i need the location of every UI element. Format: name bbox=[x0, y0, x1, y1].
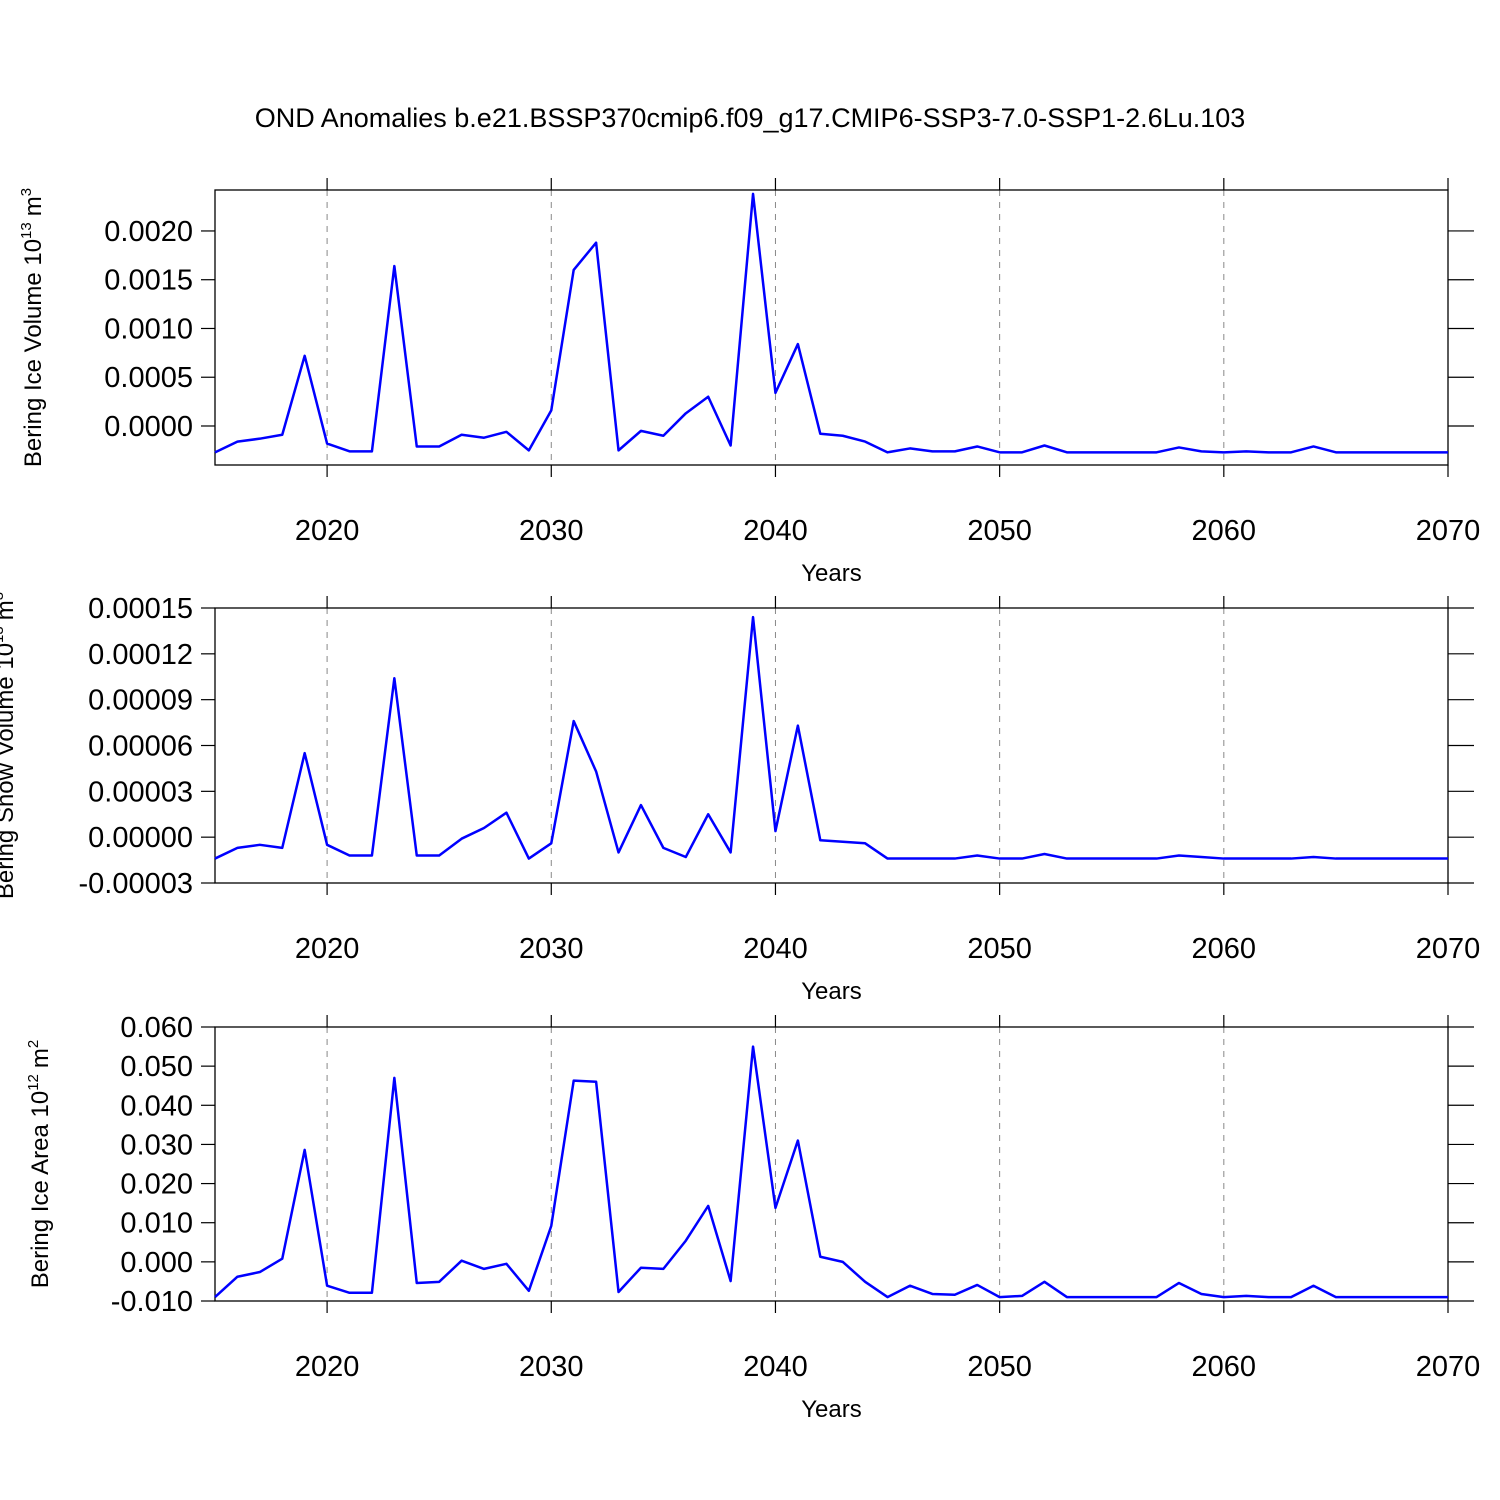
x-tick-label: 2060 bbox=[1192, 933, 1257, 965]
y-tick-label: 0.050 bbox=[120, 1051, 193, 1083]
y-tick-label: 0.00009 bbox=[88, 685, 193, 717]
y-axis-title-unit-exp: 3 bbox=[0, 592, 7, 600]
x-tick-label: 2060 bbox=[1192, 515, 1257, 547]
y-tick-label: 0.00006 bbox=[88, 731, 193, 763]
x-tick-label: 2070 bbox=[1416, 515, 1481, 547]
y-axis-title-unit-exp: 3 bbox=[18, 188, 35, 196]
y-axis-title-text: Bering Snow Volume 10 bbox=[0, 643, 19, 899]
y-axis-title-exp: 13 bbox=[18, 222, 35, 239]
x-tick-label: 2050 bbox=[967, 1351, 1032, 1383]
x-tick-label: 2070 bbox=[1416, 1351, 1481, 1383]
y-axis-title: Bering Ice Area 1012 m2 bbox=[25, 1040, 54, 1289]
y-tick-label: 0.00015 bbox=[88, 593, 193, 625]
y-tick-label: 0.0020 bbox=[104, 216, 193, 248]
x-tick-label: 2070 bbox=[1416, 933, 1481, 965]
y-axis-title: Bering Ice Volume 1013 m3 bbox=[18, 188, 47, 467]
y-tick-label: -0.010 bbox=[111, 1286, 193, 1318]
x-tick-label: 2040 bbox=[743, 1351, 808, 1383]
chart-title: OND Anomalies b.e21.BSSP370cmip6.f09_g17… bbox=[255, 103, 1246, 133]
data-line bbox=[214, 1045, 1448, 1299]
plot-frame bbox=[214, 607, 1449, 884]
data-line bbox=[214, 615, 1448, 860]
x-tick-label: 2020 bbox=[295, 515, 360, 547]
x-tick-label: 2040 bbox=[743, 515, 808, 547]
y-tick-label: 0.0015 bbox=[104, 265, 193, 297]
plot-frame bbox=[214, 1026, 1449, 1302]
y-tick-label: 0.0010 bbox=[104, 313, 193, 345]
y-tick-label: 0.060 bbox=[120, 1012, 193, 1044]
y-tick-label: 0.0005 bbox=[104, 362, 193, 394]
x-axis-title: Years bbox=[801, 560, 862, 587]
x-tick-label: 2030 bbox=[519, 515, 584, 547]
x-tick-label: 2050 bbox=[967, 933, 1032, 965]
data-line bbox=[214, 192, 1448, 454]
plot-frame bbox=[214, 189, 1449, 466]
y-tick-label: 0.000 bbox=[120, 1247, 193, 1279]
y-tick-label: -0.00003 bbox=[79, 868, 194, 900]
y-axis-title: Bering Snow Volume 1013 m3 bbox=[0, 592, 19, 899]
x-tick-label: 2060 bbox=[1192, 1351, 1257, 1383]
x-axis-title: Years bbox=[801, 1396, 862, 1423]
y-tick-label: 0.0000 bbox=[104, 411, 193, 443]
x-tick-label: 2040 bbox=[743, 933, 808, 965]
y-tick-label: 0.040 bbox=[120, 1090, 193, 1122]
x-tick-label: 2030 bbox=[519, 1351, 584, 1383]
y-axis-title-unit: m bbox=[0, 600, 19, 620]
y-tick-label: 0.00000 bbox=[88, 822, 193, 854]
y-axis-title-text: Bering Ice Volume 10 bbox=[20, 239, 47, 467]
y-axis-title-text: Bering Ice Area 10 bbox=[27, 1091, 54, 1288]
x-tick-label: 2020 bbox=[295, 1351, 360, 1383]
y-tick-label: 0.00003 bbox=[88, 776, 193, 808]
y-axis-title-unit: m bbox=[27, 1048, 54, 1068]
y-tick-label: 0.020 bbox=[120, 1169, 193, 1201]
y-axis-title-unit-exp: 2 bbox=[25, 1040, 42, 1048]
y-axis-title-exp: 12 bbox=[25, 1074, 42, 1091]
y-tick-label: 0.010 bbox=[120, 1208, 193, 1240]
x-tick-label: 2050 bbox=[967, 515, 1032, 547]
x-axis-title: Years bbox=[801, 978, 862, 1005]
x-tick-label: 2030 bbox=[519, 933, 584, 965]
y-tick-label: 0.00012 bbox=[88, 639, 193, 671]
y-tick-label: 0.030 bbox=[120, 1129, 193, 1161]
x-tick-label: 2020 bbox=[295, 933, 360, 965]
y-axis-title-exp: 13 bbox=[0, 626, 7, 643]
y-axis-title-unit: m bbox=[20, 196, 47, 216]
